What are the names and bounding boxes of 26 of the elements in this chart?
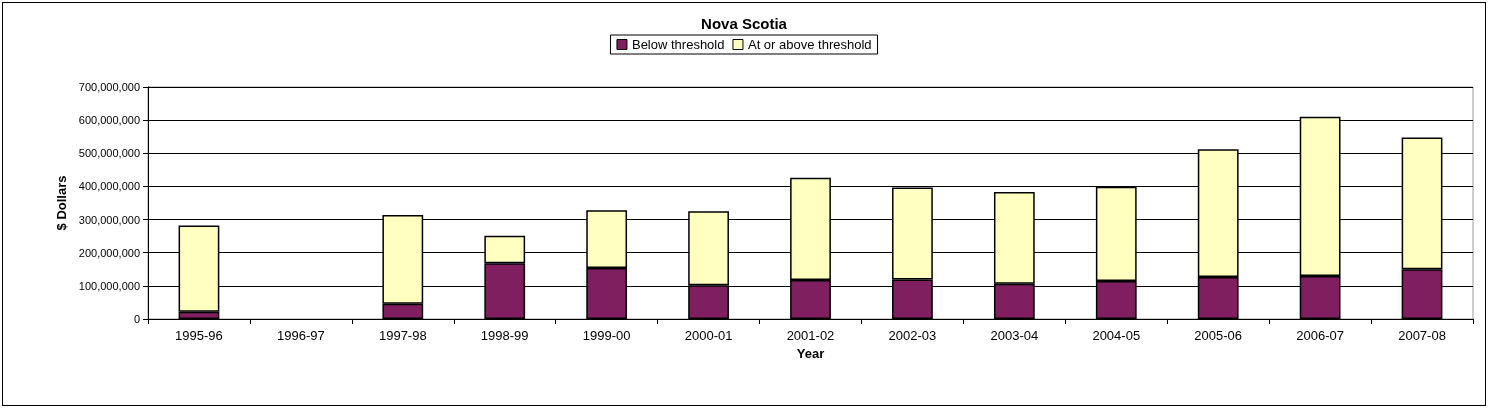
y-tick-label: 700,000,000 — [78, 81, 140, 93]
y-tick-label: 400,000,000 — [78, 180, 140, 193]
y-tick-label: 600,000,000 — [78, 114, 140, 127]
y-tick-label: 300,000,000 — [78, 213, 140, 226]
x-tick-label: 2005-06 — [1194, 328, 1243, 343]
y-axis-title: $ Dollars — [53, 175, 69, 231]
legend-label: Below threshold — [631, 37, 725, 52]
x-tick-label: 1999-00 — [582, 328, 631, 343]
x-tick-label: 2001-02 — [786, 328, 835, 343]
x-tick-label: 1996-97 — [277, 328, 325, 343]
y-tick-label: 0 — [133, 313, 140, 325]
x-tick-label: 2006-07 — [1296, 328, 1344, 343]
y-tick-label: 500,000,000 — [78, 147, 140, 160]
x-tick-label: 2007-08 — [1398, 328, 1446, 343]
x-tick-label: 2003-04 — [990, 328, 1039, 343]
x-tick-label: 2004-05 — [1092, 328, 1141, 343]
x-axis-title: Year — [796, 346, 825, 361]
chart-title: Nova Scotia — [701, 15, 788, 32]
y-tick-label: 200,000,000 — [78, 246, 140, 259]
x-tick-label: 1997-98 — [378, 328, 427, 343]
y-tick-label: 100,000,000 — [78, 279, 140, 292]
x-tick-label: 1998-99 — [480, 328, 529, 343]
x-tick-label: 2000-01 — [684, 328, 733, 343]
x-tick-label: 2002-03 — [888, 328, 937, 343]
x-tick-label: 1995-96 — [175, 328, 223, 343]
legend-label: At or above threshold — [747, 37, 872, 52]
